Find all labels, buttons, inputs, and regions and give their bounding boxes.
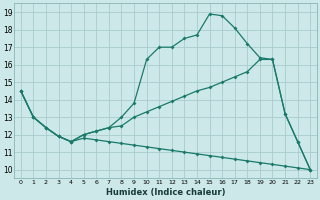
- X-axis label: Humidex (Indice chaleur): Humidex (Indice chaleur): [106, 188, 225, 197]
